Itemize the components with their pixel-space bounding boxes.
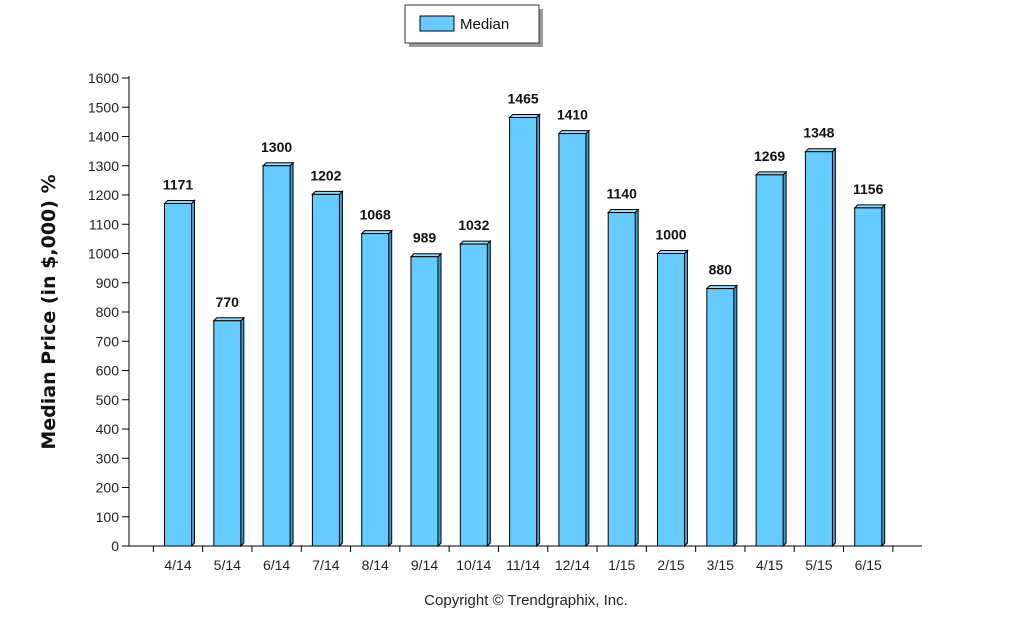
bar (213, 320, 242, 547)
y-tick-label: 0 (111, 538, 119, 554)
data-label: 1156 (853, 181, 884, 197)
data-label: 1465 (508, 90, 539, 106)
y-tick-label: 1200 (88, 187, 119, 203)
x-tick-label: 3/15 (707, 557, 734, 573)
bars (163, 113, 886, 548)
x-tick-label: 9/14 (411, 557, 438, 573)
legend-entry-median: Median (460, 16, 509, 33)
x-tick-label: 10/14 (456, 557, 491, 573)
bar (558, 133, 587, 547)
y-tick-label: 200 (96, 480, 120, 496)
bar (854, 207, 883, 547)
bar (804, 151, 833, 547)
bar (459, 243, 488, 547)
bar (311, 193, 340, 547)
x-tick-label: 1/15 (608, 557, 635, 573)
x-tick-label: 2/15 (657, 557, 684, 573)
y-axis-title: Median Price (in $,000) % (38, 174, 60, 449)
legend: Median (404, 4, 543, 47)
x-tick-label: 4/15 (756, 557, 783, 573)
y-tick-label: 1000 (88, 246, 119, 262)
y-tick-label: 600 (96, 363, 120, 379)
data-label: 1140 (607, 186, 638, 202)
y-tick-label: 100 (96, 509, 120, 525)
x-tick-label: 4/14 (164, 557, 191, 573)
x-tick-label: 12/14 (555, 557, 590, 573)
axes: 0 100 200 300 400 500 600 700 800 900 1000 1100 1200… (88, 70, 922, 573)
data-label: 1032 (458, 217, 489, 233)
legend-swatch (419, 15, 455, 32)
data-label: 1300 (261, 139, 292, 155)
data-label: 1269 (754, 148, 785, 164)
data-label: 1202 (310, 167, 341, 183)
data-labels: 1171 770 1300 1202 1068 989 1032 1465 1410 1140 10… (163, 90, 884, 309)
y-tick-label: 900 (96, 275, 120, 291)
bar (755, 174, 784, 547)
x-tick-label: 6/15 (855, 557, 882, 573)
data-label: 1068 (360, 207, 391, 223)
x-tick-label: 5/15 (805, 557, 832, 573)
y-tick-label: 700 (96, 333, 120, 349)
y-tick-label: 1600 (88, 70, 119, 86)
y-tick-label: 1400 (88, 129, 119, 145)
data-label: 770 (216, 294, 240, 310)
y-tick-label: 1100 (89, 216, 119, 232)
x-tick-label: 6/14 (263, 557, 290, 573)
bar (164, 202, 192, 547)
bar (607, 212, 636, 547)
y-tick-label: 800 (96, 304, 120, 320)
data-label: 1171 (163, 176, 194, 192)
copyright-text: Copyright © Trendgraphix, Inc. (424, 592, 628, 609)
data-label: 880 (709, 262, 733, 278)
bar (410, 256, 439, 547)
bar (361, 233, 390, 547)
y-tick-label: 1300 (88, 158, 119, 174)
bar (657, 253, 685, 547)
data-label: 1000 (655, 227, 686, 243)
bar (509, 116, 538, 547)
x-tick-label: 8/14 (362, 557, 389, 573)
y-tick-label: 300 (96, 450, 120, 466)
data-label: 1348 (803, 125, 834, 141)
y-tick-label: 400 (96, 421, 120, 437)
data-label: 1410 (557, 107, 588, 123)
y-tick-label: 1500 (88, 99, 119, 115)
bar (706, 288, 735, 547)
data-label: 989 (413, 230, 437, 246)
x-tick-label: 7/14 (312, 557, 339, 573)
x-tick-label: 5/14 (214, 557, 241, 573)
y-tick-label: 500 (96, 392, 120, 408)
x-tick-label: 11/14 (506, 557, 540, 573)
bar (262, 165, 291, 547)
